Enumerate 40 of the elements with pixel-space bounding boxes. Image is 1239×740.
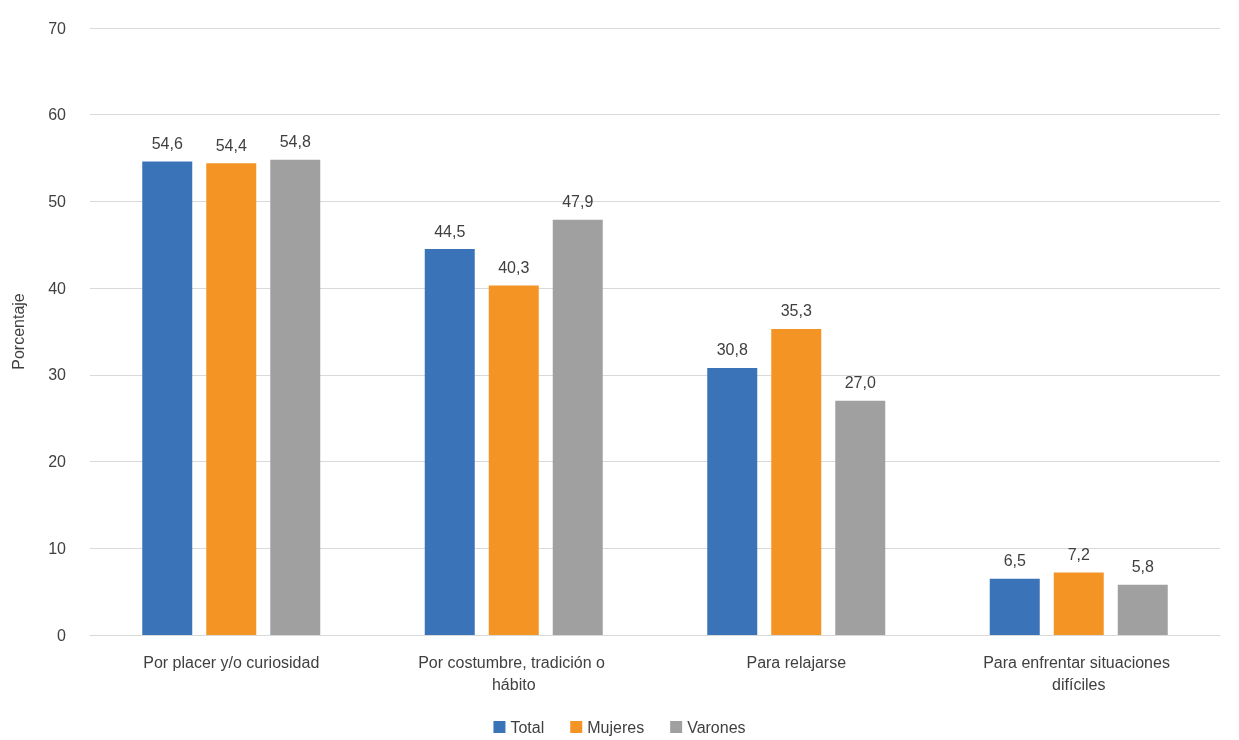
y-tick-label: 60 xyxy=(48,106,67,124)
bar xyxy=(1053,572,1104,635)
bar xyxy=(424,249,475,635)
data-label: 27,0 xyxy=(844,374,876,392)
data-label: 54,6 xyxy=(151,135,183,153)
data-label: 6,5 xyxy=(1003,552,1026,570)
bar xyxy=(552,219,603,635)
data-label: 44,5 xyxy=(434,222,466,240)
bar xyxy=(206,163,257,635)
x-tick-label: Por costumbre, tradición o hábito xyxy=(418,653,610,693)
data-label: 5,8 xyxy=(1131,558,1154,576)
bar xyxy=(771,328,822,635)
legend-label: Varones xyxy=(687,718,746,736)
bar xyxy=(1117,584,1168,635)
data-label: 7,2 xyxy=(1067,546,1090,564)
data-label: 47,9 xyxy=(562,193,594,211)
bar xyxy=(488,285,539,635)
legend-label: Mujeres xyxy=(587,718,645,736)
bar xyxy=(989,578,1040,635)
legend-label: Total xyxy=(510,718,545,736)
y-tick-label: 30 xyxy=(48,366,67,384)
y-tick-label: 20 xyxy=(48,453,67,471)
y-tick-label: 40 xyxy=(48,279,67,297)
y-tick-label: 50 xyxy=(48,192,67,210)
bar xyxy=(270,159,321,635)
data-label: 54,4 xyxy=(215,136,247,154)
data-label: 30,8 xyxy=(716,341,748,359)
x-tick-label: Para enfrentar situaciones difíciles xyxy=(983,653,1175,693)
y-tick-label: 70 xyxy=(48,19,67,37)
x-tick-label: Para relajarse xyxy=(746,653,847,671)
data-label: 40,3 xyxy=(498,259,530,277)
y-tick-label: 0 xyxy=(57,626,67,644)
data-label: 54,8 xyxy=(279,133,311,151)
y-axis-title: Porcentaje xyxy=(9,293,27,370)
bar xyxy=(835,400,886,635)
bar xyxy=(142,161,193,635)
y-tick-label: 10 xyxy=(48,539,67,557)
bar xyxy=(707,367,758,635)
x-tick-label: Por placer y/o curiosidad xyxy=(143,653,320,671)
data-label: 35,3 xyxy=(780,302,812,320)
